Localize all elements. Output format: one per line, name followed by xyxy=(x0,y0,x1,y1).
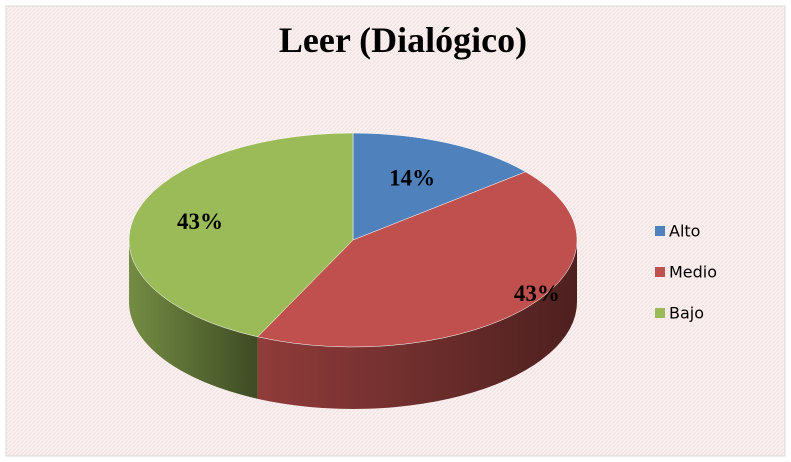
chart-title: Leer (Dialógico) xyxy=(279,20,527,60)
pie-slice-side xyxy=(257,240,577,409)
pie-slice-top xyxy=(257,171,578,348)
pie-slice-top xyxy=(352,132,527,241)
legend-swatch xyxy=(655,308,665,318)
pie-slice xyxy=(352,132,527,241)
legend-label: Alto xyxy=(669,222,700,241)
pie-slice-top xyxy=(128,132,354,338)
legend-label: Medio xyxy=(669,263,717,282)
legend-label: Bajo xyxy=(669,304,704,323)
pie-slice xyxy=(257,171,578,409)
data-label: 43% xyxy=(514,281,560,306)
data-label: 14% xyxy=(389,165,435,190)
legend-swatch xyxy=(655,267,665,277)
data-label: 43% xyxy=(177,209,223,234)
pie-slice-side xyxy=(129,240,258,399)
legend-swatch xyxy=(655,226,665,236)
pie-slice xyxy=(128,132,354,399)
